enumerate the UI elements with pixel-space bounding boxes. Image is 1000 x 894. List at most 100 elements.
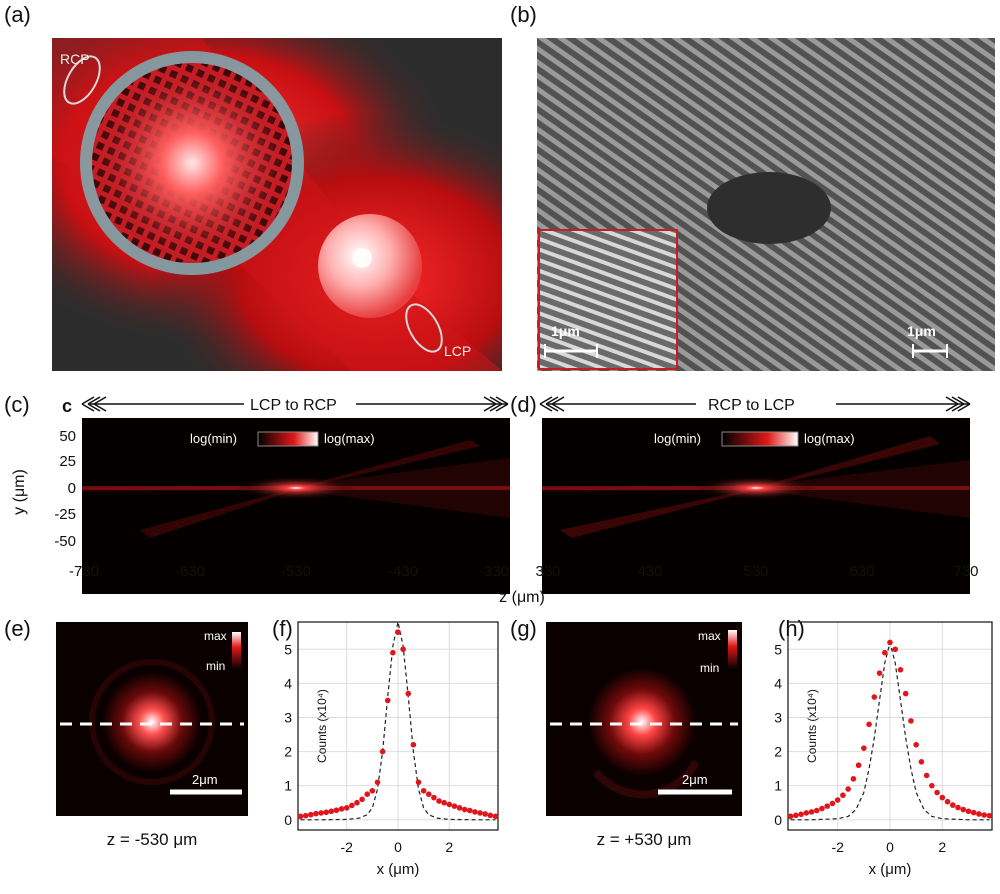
panel-b-sem-image: 1μm 1μm (537, 38, 995, 371)
h-data-point (787, 813, 794, 820)
h-data-point (955, 804, 961, 811)
f-data-point (451, 803, 458, 809)
f-data-point (364, 791, 371, 797)
h-data-point (866, 721, 872, 728)
panel-c-cb-max: log(max) (324, 431, 375, 446)
f-data-point (374, 779, 381, 786)
h-data-point (939, 794, 946, 801)
h-plot-frame (787, 621, 993, 831)
h-data-point (855, 762, 862, 769)
c-x-tick-4: -330 (479, 563, 509, 580)
h-data-point (981, 812, 987, 818)
h-data-point (949, 802, 956, 808)
c-x-tick-0: -730 (69, 563, 99, 580)
panel-e-cb-min: min (206, 659, 225, 673)
h-data-point (929, 782, 935, 789)
h-data-point (970, 809, 977, 816)
f-data-point (354, 799, 360, 806)
panel-label-a: (a) (4, 2, 31, 27)
y-tick-neg25: -25 (54, 506, 76, 523)
f-data-point (318, 810, 324, 816)
panel-c-arrow-label: LCP to RCP (250, 397, 337, 414)
f-y-label: Counts (x10⁴) (315, 689, 329, 763)
f-data-point (436, 798, 442, 804)
f-data-point (410, 741, 417, 748)
f-x-tick-1: 0 (394, 839, 402, 855)
d-x-tick-1: 430 (637, 563, 662, 580)
panel-label-f: (f) (272, 616, 293, 641)
h-data-point (834, 797, 841, 803)
f-y-tick-4: 4 (284, 675, 292, 691)
f-data-point (349, 802, 355, 809)
y-tick-50: 50 (59, 428, 76, 445)
panel-h-profile-chart: 0 1 2 3 4 5 -2 0 2 Counts (x10⁴) x (μm) (774, 621, 993, 878)
c-x-tick-3: -430 (388, 563, 418, 580)
h-data-point (881, 649, 888, 656)
f-x-tick-2: 2 (445, 839, 453, 855)
y-axis-label: y (μm) (11, 469, 28, 515)
panel-d-cb-min: log(min) (654, 431, 701, 446)
y-tick-25: 25 (59, 453, 76, 470)
h-x-tick-1: 0 (886, 839, 894, 855)
h-data-points (787, 639, 993, 820)
f-data-point (431, 794, 437, 801)
h-data-point (840, 792, 846, 799)
lcp-label: LCP (444, 343, 471, 359)
f-data-point (405, 690, 412, 697)
f-data-point (441, 799, 447, 806)
f-y-tick-5: 5 (284, 641, 292, 657)
h-data-point (887, 639, 893, 646)
f-data-point (297, 813, 304, 820)
f-data-point (400, 646, 406, 653)
f-data-point (477, 810, 483, 816)
f-data-point (425, 791, 432, 797)
panel-g-cb-min: min (700, 661, 719, 675)
d-x-tick-0: 330 (535, 563, 560, 580)
panel-g-scale: 2μm (682, 772, 708, 787)
f-data-point (395, 629, 401, 636)
panel-d-map: log(min) log(max) (542, 418, 970, 594)
panel-g-caption: z = +530 μm (596, 830, 692, 849)
f-data-point (472, 809, 478, 815)
h-data-point (944, 798, 951, 805)
h-data-point (876, 670, 883, 676)
f-y-tick-1: 1 (284, 778, 292, 794)
panel-label-c: (c) (4, 392, 30, 417)
f-data-point (308, 811, 314, 818)
f-data-point (338, 806, 345, 812)
f-y-tick-2: 2 (284, 744, 292, 760)
h-y-tick-0: 0 (774, 812, 782, 828)
panel-e-focal-spot: max min 2μm (56, 622, 248, 816)
c-x-tick-2: -530 (281, 563, 311, 580)
panel-e-scale: 2μm (192, 772, 218, 787)
main-scale-label: 1μm (907, 323, 936, 339)
h-data-point (897, 666, 904, 673)
panel-d-cb-max: log(max) (804, 431, 855, 446)
h-data-point (829, 800, 836, 807)
h-data-point (850, 776, 857, 782)
h-x-tick-2: 2 (938, 839, 946, 855)
y-tick-neg50: -50 (54, 533, 76, 550)
f-data-point (328, 808, 335, 815)
rcp-label: RCP (60, 51, 90, 67)
inset-scale-label: 1μm (551, 323, 580, 339)
d-x-tick-3: 630 (849, 563, 874, 580)
h-data-point (845, 786, 851, 792)
h-y-tick-4: 4 (774, 675, 782, 691)
f-data-point (461, 806, 468, 813)
f-y-tick-0: 0 (284, 812, 292, 828)
panel-g-cb-max: max (698, 629, 721, 643)
c-x-tick-1: -630 (175, 563, 205, 580)
h-data-point (793, 812, 799, 819)
h-x-tick-0: -2 (831, 839, 844, 855)
panel-label-h: (h) (778, 616, 805, 641)
panel-g-focal-spot: max min 2μm (546, 622, 742, 816)
f-data-point (333, 807, 340, 814)
h-data-point (819, 805, 825, 812)
h-data-point (798, 811, 804, 818)
panel-label-g: (g) (510, 616, 537, 641)
h-y-tick-3: 3 (774, 709, 782, 725)
panel-label-d: (d) (510, 392, 537, 417)
f-data-point (415, 779, 422, 786)
h-data-point (803, 810, 810, 816)
